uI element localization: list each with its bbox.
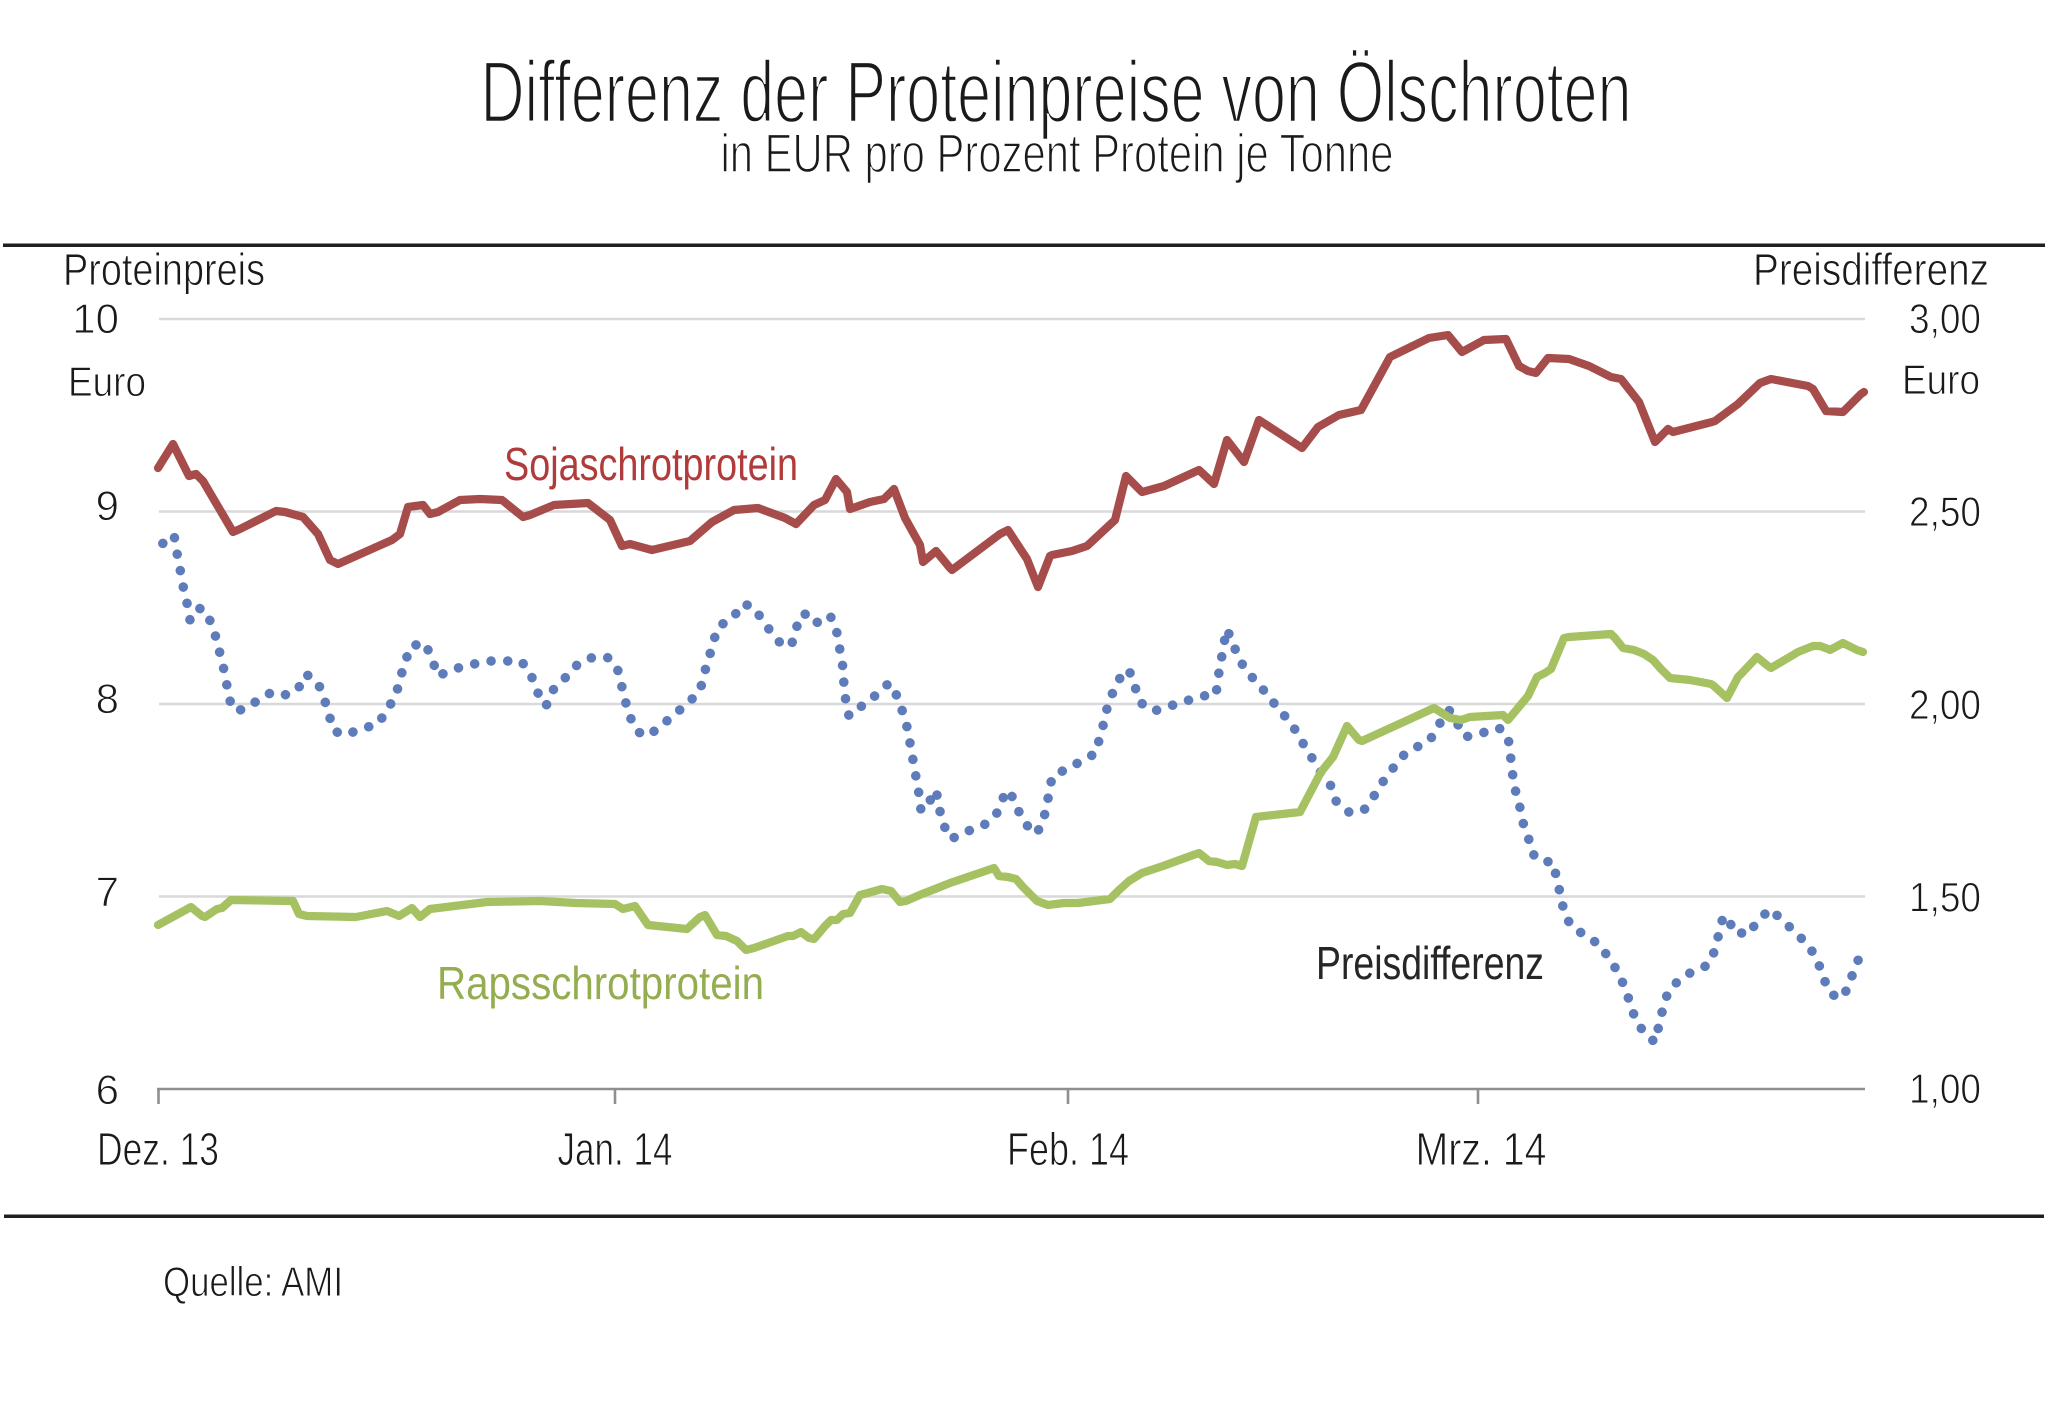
svg-text:2,50: 2,50 [1909,488,1981,535]
svg-text:Sojaschrotprotein: Sojaschrotprotein [504,438,798,490]
svg-text:Proteinpreis: Proteinpreis [63,244,265,295]
svg-text:10: 10 [72,295,119,342]
svg-text:Dez. 13: Dez. 13 [97,1123,219,1175]
svg-text:Jan. 14: Jan. 14 [558,1123,673,1175]
svg-text:Rapsschrotprotein: Rapsschrotprotein [437,957,764,1009]
svg-text:Feb. 14: Feb. 14 [1007,1123,1129,1175]
svg-text:in EUR pro Prozent Protein je: in EUR pro Prozent Protein je Tonne [721,122,1394,184]
svg-text:1,50: 1,50 [1909,874,1981,921]
svg-text:1,00: 1,00 [1909,1065,1981,1112]
svg-text:8: 8 [96,675,119,722]
svg-text:3,00: 3,00 [1909,295,1981,342]
svg-text:7: 7 [96,868,119,915]
svg-text:Euro: Euro [1902,356,1980,403]
svg-text:9: 9 [96,482,119,529]
svg-text:Quelle: AMI: Quelle: AMI [163,1258,343,1305]
svg-text:Preisdifferenz: Preisdifferenz [1316,937,1544,989]
svg-text:6: 6 [96,1066,119,1113]
svg-text:Preisdifferenz: Preisdifferenz [1753,244,1989,295]
svg-text:Euro: Euro [68,358,146,405]
svg-text:2,00: 2,00 [1909,681,1981,728]
svg-text:Differenz der Proteinpreise vo: Differenz der Proteinpreise von Ölschrot… [481,44,1632,141]
svg-text:Mrz. 14: Mrz. 14 [1416,1123,1547,1175]
